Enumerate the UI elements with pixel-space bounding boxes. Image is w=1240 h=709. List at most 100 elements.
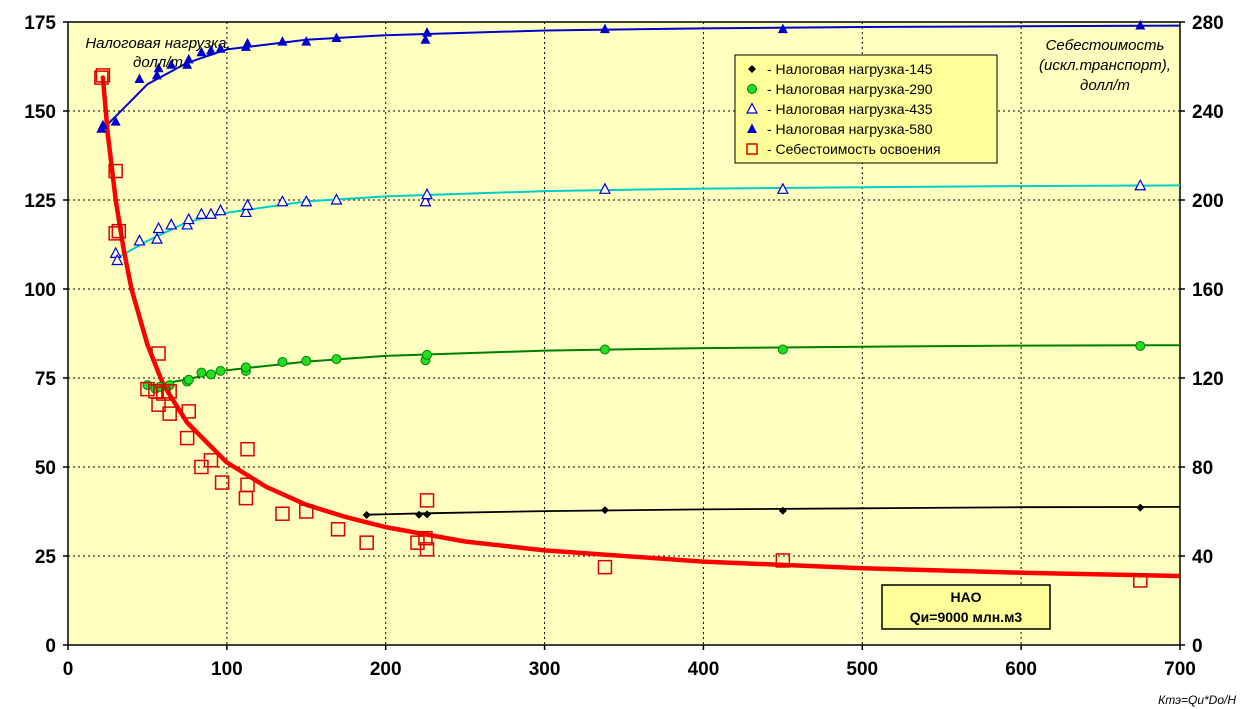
data-point-series-5 xyxy=(108,226,123,241)
left-tick-label: 0 xyxy=(45,636,56,657)
data-point-series-5 xyxy=(214,475,230,490)
data-point-series-3 xyxy=(204,207,217,219)
data-point-series-3 xyxy=(421,187,434,200)
data-point-series-5 xyxy=(240,477,255,493)
right-tick-label: 280 xyxy=(1192,13,1224,34)
data-point-series-2 xyxy=(215,365,226,376)
right-axis-title: Себестоимость (искл.транспорт), долл/т xyxy=(1039,37,1171,94)
fit-curve-4 xyxy=(100,24,1180,132)
legend-box xyxy=(734,54,998,164)
data-point-series-3 xyxy=(133,234,146,246)
legend-marker-4 xyxy=(747,123,757,133)
data-point-series-5 xyxy=(419,493,435,508)
x-tick-label: 0 xyxy=(63,659,74,680)
data-point-series-3 xyxy=(165,218,178,230)
data-point-series-4 xyxy=(422,27,433,37)
legend-label-2: - Налоговая нагрузка-290 xyxy=(767,81,933,97)
data-point-series-2 xyxy=(277,356,288,367)
right-tick-label: 160 xyxy=(1192,280,1224,301)
data-point-series-5 xyxy=(359,535,374,550)
legend-marker-1 xyxy=(748,65,756,73)
data-point-series-2 xyxy=(777,344,788,355)
data-point-series-5 xyxy=(203,453,219,468)
data-point-series-4 xyxy=(196,46,207,57)
data-point-series-5 xyxy=(330,522,346,537)
left-tick-label: 50 xyxy=(35,458,56,479)
legend-label-4: - Налоговая нагрузка-580 xyxy=(767,121,933,137)
legend-label-1: - Налоговая нагрузка-145 xyxy=(767,61,933,77)
data-point-series-4 xyxy=(242,37,253,48)
x-tick-label: 500 xyxy=(846,659,878,680)
x-tick-label: 100 xyxy=(211,659,243,680)
legend-marker-3 xyxy=(746,102,758,114)
data-point-series-3 xyxy=(182,212,195,225)
left-tick-label: 100 xyxy=(24,280,56,301)
data-point-series-4 xyxy=(215,43,226,53)
data-point-series-5 xyxy=(162,406,177,421)
data-point-series-5 xyxy=(179,430,195,446)
data-point-series-4 xyxy=(134,73,145,83)
right-axis-title-line: долл/т xyxy=(1080,77,1130,94)
x-tick-label: 200 xyxy=(370,659,402,680)
info-box: НАО Qи=9000 млн.м3 xyxy=(881,584,1051,630)
info-box-line-1: НАО xyxy=(951,589,982,605)
right-axis-title-line: (искл.транспорт), xyxy=(1039,57,1171,74)
data-point-series-2 xyxy=(196,367,207,378)
data-point-series-3 xyxy=(1134,178,1147,191)
data-point-series-5 xyxy=(181,404,196,419)
x-tick-label: 700 xyxy=(1164,659,1196,680)
legend: - Налоговая нагрузка-145 - Налоговая нагр… xyxy=(734,54,998,164)
left-tick-label: 175 xyxy=(24,13,56,34)
data-point-series-5 xyxy=(140,381,155,397)
data-point-series-3 xyxy=(776,182,789,194)
right-tick-label: 240 xyxy=(1192,102,1224,123)
left-tick-label: 125 xyxy=(24,191,56,212)
right-tick-label: 80 xyxy=(1192,458,1213,479)
x-tick-label: 300 xyxy=(529,659,561,680)
data-point-series-3 xyxy=(239,205,252,218)
data-point-series-2 xyxy=(240,362,251,373)
data-point-series-4 xyxy=(110,116,121,126)
right-tick-label: 200 xyxy=(1192,191,1224,212)
data-point-series-5 xyxy=(1133,573,1148,588)
data-point-series-2 xyxy=(205,369,216,380)
axes: 0 25 50 75 100 125 150 175 0 40 80 120 160 200 240 280 0… xyxy=(24,13,1223,680)
x-tick-label: 400 xyxy=(688,659,720,680)
data-point-series-4 xyxy=(182,59,193,69)
data-point-series-3 xyxy=(300,194,313,207)
data-point-series-4 xyxy=(777,23,788,34)
data-point-series-5 xyxy=(419,542,435,557)
data-point-series-2 xyxy=(301,355,312,366)
data-point-series-2 xyxy=(599,344,610,355)
data-point-series-5 xyxy=(240,441,255,457)
data-point-series-4 xyxy=(331,32,342,43)
legend-label-3: - Налоговая нагрузка-435 xyxy=(767,101,933,117)
data-point-series-5 xyxy=(418,530,433,546)
data-point-series-4 xyxy=(420,34,431,44)
data-point-series-3 xyxy=(276,194,289,207)
plot-area xyxy=(68,22,1180,645)
left-tick-label: 150 xyxy=(24,102,56,123)
data-point-series-1 xyxy=(415,510,424,519)
info-box-line-2: Qи=9000 млн.м3 xyxy=(910,609,1023,625)
data-point-series-5 xyxy=(108,163,123,179)
data-point-series-3 xyxy=(241,198,254,210)
data-point-series-5 xyxy=(275,506,290,521)
data-point-series-5 xyxy=(95,68,111,83)
data-point-series-3 xyxy=(195,207,208,219)
data-point-series-4 xyxy=(599,23,610,34)
data-point-series-5 xyxy=(597,559,613,575)
data-point-series-2 xyxy=(183,374,194,385)
data-point-series-3 xyxy=(419,194,432,207)
legend-label-5: - Себестоимость освоения xyxy=(767,141,941,157)
data-point-series-5 xyxy=(151,397,166,412)
data-point-series-4 xyxy=(1135,20,1146,30)
x-tick-label: 600 xyxy=(1005,659,1037,680)
legend-marker-5 xyxy=(746,143,758,155)
data-point-series-3 xyxy=(598,182,611,194)
data-point-series-5 xyxy=(775,553,791,568)
data-point-series-1 xyxy=(600,506,609,515)
data-point-series-4 xyxy=(153,62,164,73)
data-point-series-4 xyxy=(277,36,288,46)
